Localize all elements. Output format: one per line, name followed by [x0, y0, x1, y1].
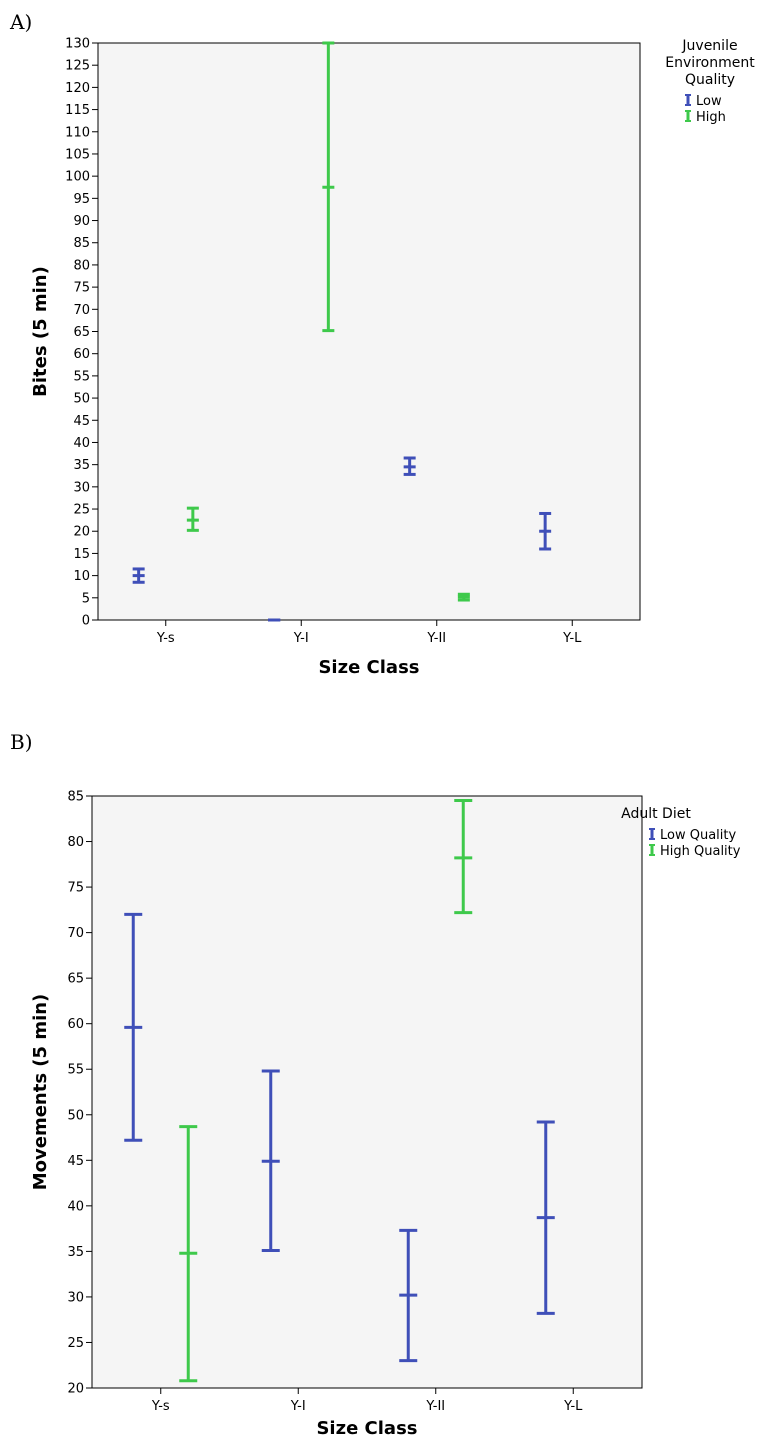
legend-title: Adult Diet: [621, 806, 691, 822]
error-bar: [539, 511, 552, 551]
y-tick-label: 130: [65, 37, 90, 52]
y-tick-label: 20: [67, 1382, 84, 1397]
error-bar: [403, 456, 416, 476]
error-bar: [536, 1120, 555, 1315]
error-bar: [261, 1069, 280, 1252]
error-bar: [322, 41, 335, 333]
legend-entry: High Quality: [649, 844, 741, 859]
y-tick-label: 20: [73, 525, 90, 540]
y-tick-label: 80: [73, 258, 90, 273]
error-bar: [457, 592, 470, 602]
y-tick-label: 25: [73, 503, 90, 518]
y-tick-label: 40: [67, 1199, 84, 1214]
y-tick-label: 65: [73, 325, 90, 340]
y-tick-label: 85: [67, 790, 84, 805]
x-tick-label: Y-s: [156, 631, 175, 646]
y-tick-label: 5: [82, 591, 90, 606]
x-tick-label: Y-L: [563, 1399, 583, 1414]
y-tick-label: 15: [73, 547, 90, 562]
y-tick-label: 85: [73, 236, 90, 251]
y-tick-label: 30: [73, 480, 90, 495]
x-axis-title: Size Class: [316, 1418, 417, 1439]
y-tick-label: 45: [67, 1154, 84, 1169]
y-tick-label: 100: [65, 170, 90, 185]
legend-entry: Low: [685, 94, 722, 109]
y-tick-label: 105: [65, 147, 90, 162]
x-axis-title: Size Class: [318, 657, 419, 678]
error-bar: [454, 799, 473, 915]
y-tick-label: 40: [73, 436, 90, 451]
y-tick-label: 0: [82, 614, 90, 629]
y-tick-label: 120: [65, 81, 90, 96]
plot-area: [91, 795, 643, 1389]
x-tick-label: Y-II: [426, 631, 446, 646]
y-tick-label: 35: [67, 1245, 84, 1260]
legend-entry: Low Quality: [649, 828, 736, 843]
legend-entry: High: [685, 110, 726, 125]
error-bar: [124, 912, 143, 1142]
error-bar: [132, 567, 145, 584]
y-tick-label: 30: [67, 1290, 84, 1305]
panel-label-b: B): [10, 730, 33, 754]
error-bar: [186, 506, 199, 532]
legend-label: High Quality: [660, 844, 741, 859]
y-tick-label: 65: [67, 972, 84, 987]
y-tick-label: 60: [67, 1017, 84, 1032]
y-tick-label: 35: [73, 458, 90, 473]
y-tick-label: 75: [67, 881, 84, 896]
x-tick-label: Y-I: [293, 631, 309, 646]
y-tick-label: 70: [67, 926, 84, 941]
legend-title: Quality: [685, 72, 735, 88]
x-tick-label: Y-s: [151, 1399, 170, 1414]
y-axis-title: Movements (5 min): [30, 994, 51, 1191]
legend-label: Low Quality: [660, 828, 736, 843]
chart-a-bites: 0 5 10 15 20 25 30 35 40 45 50 55 60 65 70 75 80 85 90 95 10…: [30, 37, 755, 679]
y-tick-label: 125: [65, 59, 90, 74]
plot-area: [97, 42, 641, 621]
error-bar: [399, 1228, 418, 1363]
y-tick-label: 55: [73, 369, 90, 384]
x-tick-label: Y-L: [562, 631, 582, 646]
legend-title: Environment: [665, 55, 755, 71]
y-tick-label: 45: [73, 414, 90, 429]
y-tick-label: 75: [73, 281, 90, 296]
y-tick-label: 90: [73, 214, 90, 229]
error-bar: [179, 1125, 198, 1383]
y-tick-label: 110: [65, 125, 90, 140]
y-tick-label: 95: [73, 192, 90, 207]
legend-label: High: [696, 110, 726, 125]
y-tick-label: 115: [65, 103, 90, 118]
y-tick-label: 25: [67, 1336, 84, 1351]
legend-title: Juvenile: [681, 38, 737, 54]
y-tick-label: 50: [67, 1108, 84, 1123]
y-tick-label: 60: [73, 347, 90, 362]
y-axis-title: Bites (5 min): [30, 266, 51, 397]
y-tick-label: 80: [67, 835, 84, 850]
x-tick-label: Y-II: [425, 1399, 445, 1414]
y-tick-label: 55: [67, 1063, 84, 1078]
x-tick-label: Y-I: [290, 1399, 306, 1414]
panel-label-a: A): [10, 10, 33, 34]
y-tick-label: 50: [73, 392, 90, 407]
y-tick-label: 10: [73, 569, 90, 584]
chart-b-movements: 20 25 30 35 40 45 50 55 60 65 70 75 80 85 Y-s Y-I Y-II Y-…: [30, 790, 741, 1440]
y-tick-label: 70: [73, 303, 90, 318]
legend-label: Low: [696, 94, 722, 109]
